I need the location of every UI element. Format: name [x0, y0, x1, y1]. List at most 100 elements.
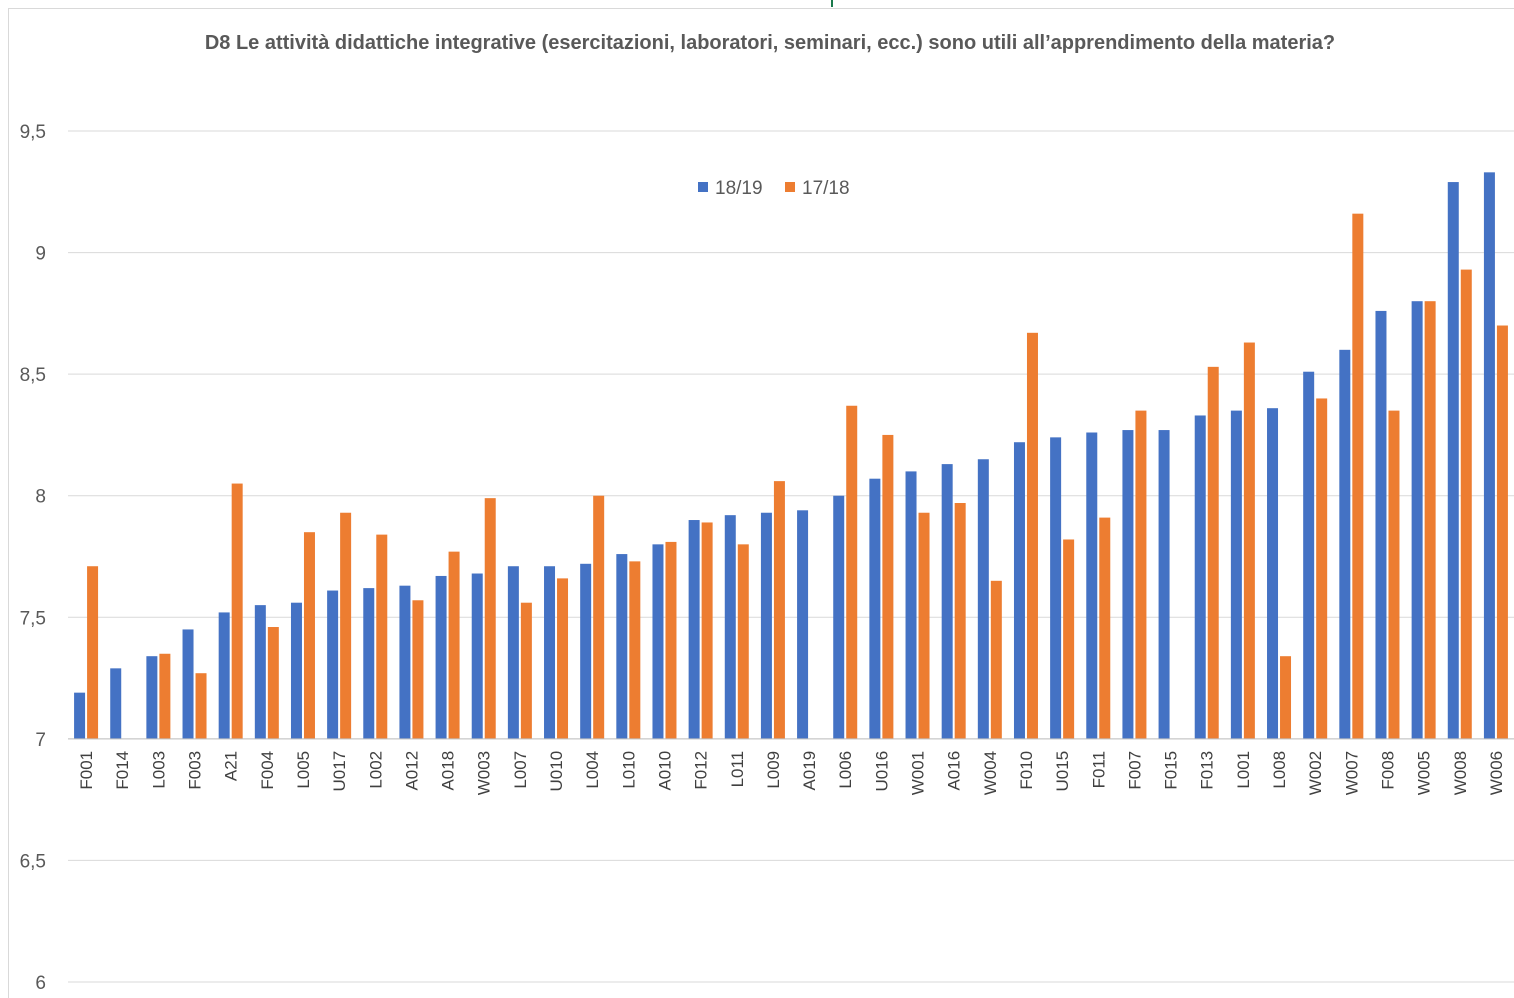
bar-17-18-L005 [303, 532, 315, 739]
bar-17-18-L002 [376, 534, 388, 739]
bar-17-18-W006 [1496, 325, 1508, 739]
bars [74, 172, 1508, 739]
category-label: A21 [222, 751, 241, 781]
category-label: L001 [1234, 751, 1253, 789]
bar-17-18-L004 [593, 495, 605, 739]
bar-18-19-F015 [1158, 430, 1170, 739]
legend: 18/19 17/18 [698, 178, 850, 199]
bar-18-19-A21 [218, 612, 230, 739]
bar-18-19-A016 [941, 464, 953, 739]
category-label: F012 [692, 751, 711, 790]
category-label: W004 [981, 751, 1000, 795]
y-tick-label: 9 [35, 244, 46, 265]
category-label: U017 [330, 751, 349, 792]
bar-18-19-L004 [580, 563, 592, 739]
bar-18-19-L001 [1230, 410, 1242, 739]
category-label: A019 [800, 751, 819, 791]
bar-17-18-U016 [882, 434, 894, 739]
category-label: L002 [366, 751, 385, 789]
category-label: F013 [1198, 751, 1217, 790]
bar-17-18-L011 [737, 544, 749, 739]
category-label: F014 [113, 751, 132, 790]
legend-label: 17/18 [802, 178, 850, 199]
bar-18-19-W007 [1339, 349, 1351, 739]
bar-17-18-U017 [340, 512, 352, 739]
bar-18-19-U016 [869, 478, 881, 739]
bar-17-18-F003 [195, 673, 207, 739]
bar-18-19-F007 [1122, 430, 1134, 739]
legend-label: 18/19 [715, 178, 763, 199]
bar-17-18-A016 [954, 503, 966, 739]
bar-18-19-L002 [363, 588, 375, 739]
bar-17-18-W004 [990, 580, 1002, 739]
category-label: L006 [836, 751, 855, 789]
bar-18-19-W006 [1483, 172, 1495, 739]
bar-18-19-A019 [797, 510, 809, 739]
category-label: A010 [655, 751, 674, 791]
category-label: F011 [1089, 751, 1108, 789]
category-label: W007 [1342, 751, 1361, 795]
bar-18-19-W008 [1447, 182, 1459, 739]
y-tick-label: 6 [35, 973, 46, 994]
bar-18-19-L003 [146, 656, 158, 739]
bar-17-18-F004 [267, 627, 279, 739]
legend-swatch-18-19 [698, 182, 708, 192]
bar-17-18-W007 [1352, 213, 1364, 739]
bar-18-19-F011 [1086, 432, 1098, 739]
bar-18-19-F008 [1375, 310, 1387, 739]
bar-17-18-F010 [1026, 332, 1038, 739]
bar-17-18-A018 [448, 551, 460, 739]
category-label: F015 [1162, 751, 1181, 790]
bar-18-19-F012 [688, 520, 700, 739]
category-label: W005 [1415, 751, 1434, 795]
bar-18-19-W005 [1411, 301, 1423, 739]
bar-17-18-L008 [1280, 656, 1292, 739]
category-label: W003 [475, 751, 494, 795]
category-label: F004 [258, 751, 277, 790]
y-tick-label: 8 [35, 487, 46, 508]
bar-18-19-L005 [290, 602, 302, 739]
bar-17-18-A21 [231, 483, 243, 739]
y-tick-label: 7,5 [20, 608, 46, 629]
y-axis-ticks: 6 6,5 7 7,5 8 8,5 9 9,5 [20, 122, 46, 994]
bar-17-18-W001 [918, 512, 930, 739]
bar-18-19-U015 [1050, 437, 1062, 739]
category-label: W001 [909, 751, 928, 795]
bar-18-19-F003 [182, 629, 194, 739]
bar-17-18-W008 [1460, 269, 1472, 739]
category-label: U010 [547, 751, 566, 792]
bar-17-18-F001 [87, 566, 99, 739]
bar-17-18-F008 [1388, 410, 1400, 739]
category-label: L003 [149, 751, 168, 789]
bar-17-18-A012 [412, 600, 424, 739]
top-accent-mark [831, 0, 833, 7]
category-label: A016 [945, 751, 964, 791]
bar-18-19-F010 [1013, 442, 1025, 739]
gridlines [68, 130, 1514, 983]
chart-frame [8, 8, 1514, 998]
legend-swatch-17-18 [785, 182, 795, 192]
bar-17-18-L007 [520, 602, 532, 739]
category-label: W002 [1306, 751, 1325, 795]
category-label: L010 [619, 751, 638, 789]
category-label: U015 [1053, 751, 1072, 792]
bar-18-19-L008 [1267, 408, 1279, 739]
category-label: F003 [186, 751, 205, 790]
category-label: F010 [1017, 751, 1036, 790]
y-tick-label: 6,5 [20, 851, 46, 872]
bar-18-19-A018 [435, 575, 447, 739]
bar-18-19-L006 [833, 495, 845, 739]
bar-17-18-L009 [773, 481, 785, 739]
y-tick-label: 8,5 [20, 365, 46, 386]
bar-17-18-L006 [846, 405, 858, 739]
category-label: L004 [583, 751, 602, 789]
bar-17-18-L003 [159, 653, 171, 739]
category-label: A012 [402, 751, 421, 791]
bar-18-19-A010 [652, 544, 664, 739]
bar-17-18-U010 [557, 578, 569, 739]
category-label: F008 [1378, 751, 1397, 790]
bar-18-19-F001 [74, 692, 86, 739]
bar-18-19-U010 [544, 566, 556, 739]
bar-17-18-F012 [701, 522, 713, 739]
